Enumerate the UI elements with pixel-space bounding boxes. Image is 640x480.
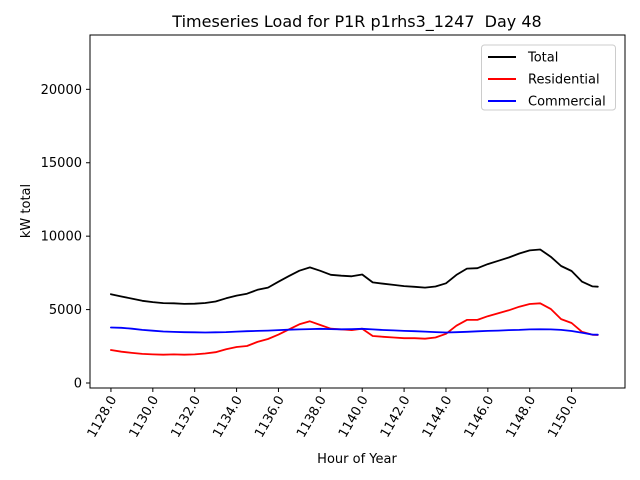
series-lines: [110, 248, 599, 356]
x-tick-label: 1134.0: [210, 394, 246, 441]
x-tick-label: 1130.0: [127, 394, 163, 441]
legend-label-total: Total: [527, 51, 558, 66]
series-line-commercial: [110, 326, 599, 336]
x-tick-label: 1150.0: [545, 394, 581, 441]
x-tick-label: 1128.0: [85, 394, 121, 441]
chart-title: Timeseries Load for P1R p1rhs3_1247 Day …: [171, 12, 541, 32]
legend-box: [481, 44, 616, 111]
y-tick-label: 0: [74, 377, 82, 392]
x-tick-label: 1140.0: [336, 394, 372, 441]
x-tick-label: 1132.0: [168, 394, 204, 441]
x-tick-label: 1146.0: [462, 394, 498, 441]
x-tick-label: 1148.0: [503, 394, 539, 441]
legend-label-residential: Residential: [528, 73, 600, 88]
y-axis-label: kW total: [19, 184, 34, 238]
x-axis-label: Hour of Year: [317, 452, 397, 467]
y-tick-label: 15000: [41, 156, 82, 171]
plot-border: [89, 34, 626, 389]
y-tick-label: 10000: [41, 230, 82, 245]
legend: Total Residential Commercial: [481, 44, 616, 111]
x-tick-label: 1144.0: [420, 394, 456, 441]
y-tick-label: 20000: [41, 83, 82, 98]
x-tick-label: 1136.0: [252, 394, 288, 441]
x-tick-label: 1138.0: [294, 394, 330, 441]
series-line-total: [110, 248, 599, 305]
y-tick-label: 5000: [49, 303, 82, 318]
legend-label-commercial: Commercial: [528, 95, 606, 110]
x-tick-label: 1142.0: [378, 394, 414, 441]
